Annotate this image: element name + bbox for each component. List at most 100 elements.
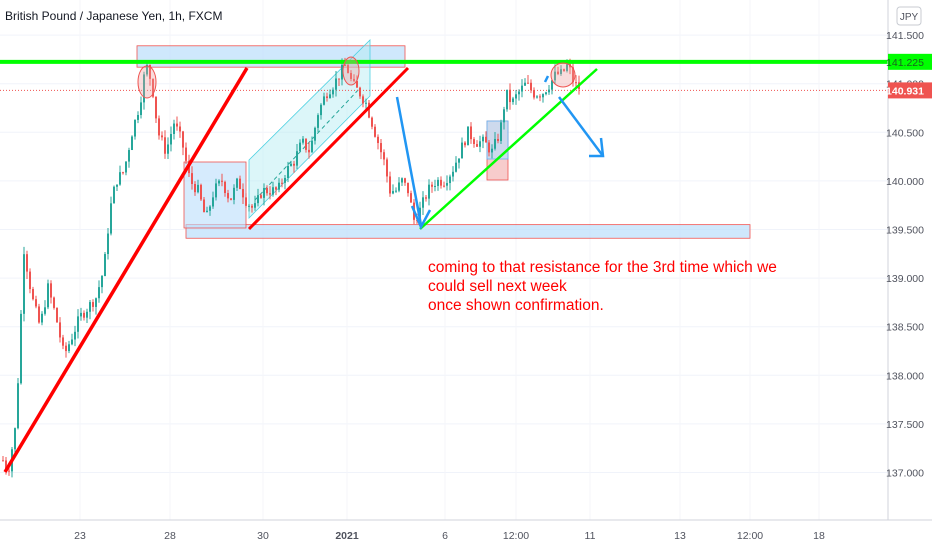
candle-body: [524, 82, 526, 86]
candle-body: [245, 197, 247, 206]
candle-body: [107, 233, 109, 255]
candle-body: [155, 96, 157, 119]
candle-body: [236, 178, 238, 188]
time-tick-label: 2021: [335, 530, 359, 542]
price-axis[interactable]: 141.500141.000140.500140.000139.500139.0…: [886, 30, 932, 480]
candle-body: [572, 67, 574, 83]
currency-badge[interactable]: JPY: [896, 6, 922, 26]
candle-body: [158, 118, 160, 136]
candle-body: [434, 185, 436, 187]
annotation-line: coming to that resistance for the 3rd ti…: [428, 259, 777, 276]
candle-body: [227, 193, 229, 199]
candle-body: [8, 470, 10, 472]
candle-body: [296, 151, 298, 166]
candle-body: [20, 313, 22, 384]
candle-body: [497, 138, 499, 141]
candle-body: [350, 72, 352, 79]
candle-body: [86, 311, 88, 318]
candle-body: [98, 287, 100, 299]
candle-body: [38, 306, 40, 323]
forecast-arrow-head: [589, 137, 605, 158]
candle-body: [5, 460, 7, 471]
candle-body: [218, 180, 220, 184]
candle-body: [2, 460, 4, 462]
candle-body: [230, 198, 232, 200]
candle-body: [53, 297, 55, 308]
annotation-note[interactable]: coming to that resistance for the 3rd ti…: [428, 259, 777, 314]
candle-body: [59, 322, 61, 338]
candle-body: [518, 91, 520, 95]
candle-body: [455, 162, 457, 172]
candle-body: [482, 136, 484, 142]
candle-body: [395, 190, 397, 192]
candle-body: [392, 191, 394, 194]
candle-body: [113, 186, 115, 204]
candle-body: [536, 96, 538, 98]
candle-body: [557, 71, 559, 74]
candle-body: [494, 138, 496, 149]
candle-body: [56, 307, 58, 323]
current-price-label: 140.931: [886, 85, 924, 97]
candle-body: [365, 102, 367, 104]
candle-body: [44, 307, 46, 314]
annotation-line: once shown confirmation.: [428, 297, 604, 314]
candle-body: [335, 78, 337, 90]
candle-body: [206, 210, 208, 213]
candle-body: [383, 152, 385, 160]
candle-body: [248, 205, 250, 207]
candle-body: [272, 187, 274, 195]
candle-body: [542, 94, 544, 98]
price-tick-label: 137.000: [886, 468, 924, 480]
candle-body: [461, 142, 463, 159]
candle-body: [26, 254, 28, 272]
candle-body: [431, 184, 433, 187]
candle-body: [326, 96, 328, 99]
candle-body: [257, 195, 259, 204]
candle-body: [119, 172, 121, 185]
candle-body: [143, 74, 145, 103]
candle-body: [290, 163, 292, 166]
candle-body: [152, 78, 154, 97]
candle-body: [77, 316, 79, 332]
down-arrow-shaft: [395, 96, 423, 226]
candle-body: [575, 82, 577, 84]
candle-body: [89, 302, 91, 312]
arrow-tick: [543, 75, 550, 83]
candle-body: [299, 142, 301, 152]
candle-body: [194, 183, 196, 193]
candle-body: [305, 138, 307, 150]
candle-body: [170, 134, 172, 145]
candle-body: [533, 90, 535, 98]
channel-midline: [254, 87, 361, 201]
grid: [0, 0, 888, 520]
candle-body: [254, 203, 256, 208]
candle-body: [389, 176, 391, 194]
candle-body: [512, 98, 514, 103]
resistance-price-label: 141.225: [886, 57, 924, 69]
candle-body: [110, 203, 112, 234]
candle-body: [356, 80, 358, 88]
candle-body: [485, 136, 487, 143]
candle-body: [191, 173, 193, 184]
candle-body: [476, 144, 478, 147]
candle-body: [104, 254, 106, 277]
candle-body: [251, 205, 253, 208]
time-axis[interactable]: 23 28 30 2021 6 12:00 11 13 12:00 18: [74, 530, 825, 542]
candle-body: [140, 102, 142, 115]
candle-body: [500, 122, 502, 141]
candle-body: [446, 183, 448, 186]
time-tick-label: 12:00: [737, 530, 763, 542]
candle-body: [29, 271, 31, 290]
candle-body: [539, 96, 541, 98]
time-tick-label: 28: [164, 530, 176, 542]
candle-body: [563, 69, 565, 71]
candle-body: [62, 337, 64, 346]
candle-body: [215, 183, 217, 198]
trendline-red-long: [3, 67, 249, 473]
candle-body: [182, 131, 184, 148]
candle-body: [185, 147, 187, 161]
candle-body: [281, 182, 283, 184]
candle-body: [167, 144, 169, 154]
candle-body: [488, 142, 490, 153]
